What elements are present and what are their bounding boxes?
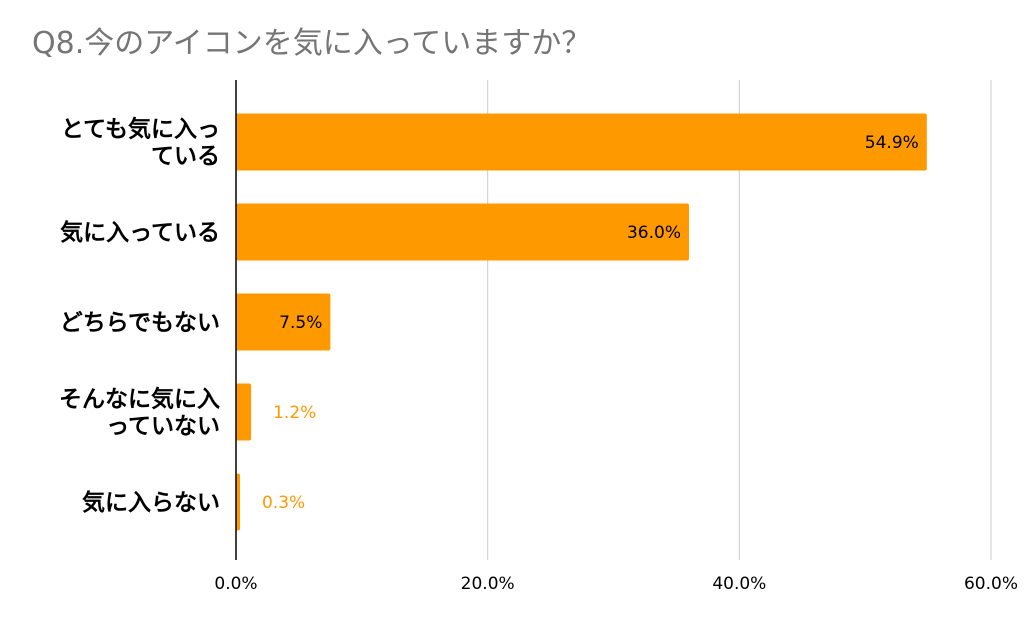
chart-title: Q8.今のアイコンを気に入っていますか？ [32,26,592,61]
x-tick-label: 20.0% [461,574,515,594]
category-label: どちらでもない [60,310,220,336]
category-labels: とても気に入っている気に入っているどちらでもないそんなに気に入っていない気に入ら… [59,116,220,517]
x-tick-label: 0.0% [214,574,257,594]
data-label: 7.5% [279,313,322,333]
data-label: 0.3% [262,493,305,513]
x-tick-label: 60.0% [964,574,1018,594]
category-label: 気に入らない [82,489,220,516]
category-label: そんなに気に入 [59,386,220,413]
data-label: 36.0% [627,223,681,243]
category-label: ている [151,144,220,170]
bar [236,383,252,441]
bar [236,203,689,261]
category-label: とても気に入っ [61,116,220,143]
data-label: 54.9% [865,133,919,153]
data-labels: 54.9% 36.0% 7.5% 1.2% 0.3% [262,133,919,513]
data-label: 1.2% [273,403,316,423]
category-label: っていない [106,414,220,440]
category-label: 気に入っている [60,219,220,246]
bars [236,113,927,531]
x-tick-label: 40.0% [712,574,766,594]
bar [236,293,331,351]
x-tick-labels: 0.0% 20.0% 40.0% 60.0% [214,574,1018,594]
bar [236,473,240,531]
bar [236,113,927,171]
